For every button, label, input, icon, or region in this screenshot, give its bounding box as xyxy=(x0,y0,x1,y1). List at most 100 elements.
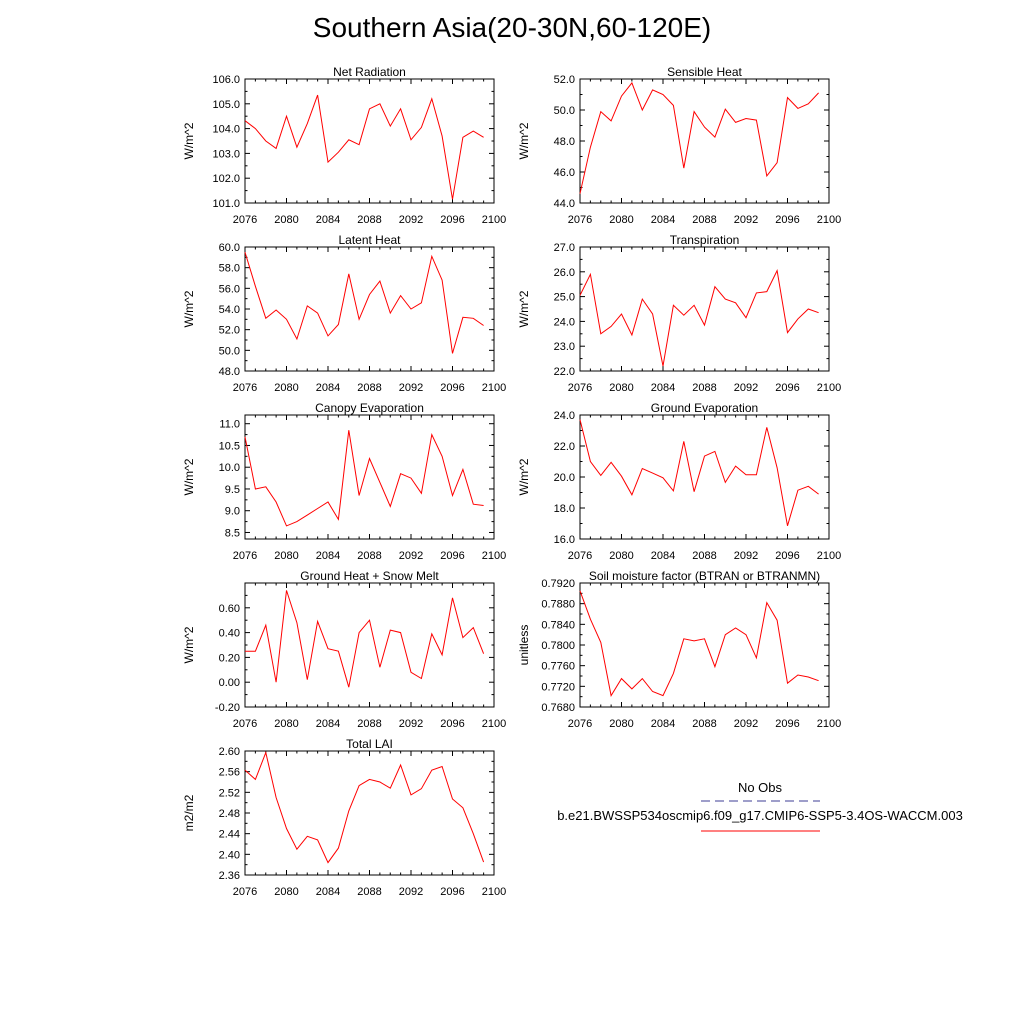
panel-9: 2076 2080 2084 2088 2092 2096 2100 2.36 2.40 2.44… xyxy=(182,737,506,898)
panel-title: Soil moisture factor (BTRAN or BTRANMN) xyxy=(589,569,820,583)
y-tick-label: 18.0 xyxy=(554,503,575,515)
y-tick-label: 22.0 xyxy=(554,366,575,378)
plot-frame xyxy=(579,246,830,372)
x-tick-label: 2084 xyxy=(316,550,340,562)
series-line xyxy=(579,81,819,194)
x-tick-label: 2076 xyxy=(568,382,592,394)
y-tick-label: 2.44 xyxy=(219,829,240,841)
panel-title: Transpiration xyxy=(670,233,740,247)
x-tick-label: 2088 xyxy=(692,214,716,226)
x-tick-label: 2080 xyxy=(609,382,633,394)
y-tick-label: 102.0 xyxy=(212,173,240,185)
y-tick-label: 10.5 xyxy=(219,440,240,452)
x-tick-label: 2096 xyxy=(440,718,464,730)
panel-title: Sensible Heat xyxy=(667,65,742,79)
y-tick-label: 0.7720 xyxy=(541,681,575,693)
x-tick-label: 2096 xyxy=(775,382,799,394)
x-tick-label: 2080 xyxy=(274,382,298,394)
y-tick-label: 50.0 xyxy=(219,345,240,357)
x-tick-label: 2076 xyxy=(233,550,257,562)
x-tick-label: 2076 xyxy=(568,550,592,562)
y-tick-label: 52.0 xyxy=(554,74,575,86)
y-tick-label: 103.0 xyxy=(212,148,240,160)
y-tick-label: 26.0 xyxy=(554,267,575,279)
x-tick-label: 2088 xyxy=(357,550,381,562)
series-line xyxy=(579,268,819,367)
panel-title: Ground Evaporation xyxy=(651,401,758,415)
y-axis-label: W/m^2 xyxy=(182,626,196,663)
plot-frame xyxy=(244,582,495,708)
x-tick-label: 2084 xyxy=(651,718,675,730)
x-tick-label: 2088 xyxy=(692,718,716,730)
panel-2: 2076 2080 2084 2088 2092 2096 2100 44.0 46.0 48.0… xyxy=(517,65,841,226)
x-tick-label: 2100 xyxy=(817,718,841,730)
y-tick-label: 24.0 xyxy=(554,410,575,422)
y-tick-label: 2.48 xyxy=(219,808,240,820)
x-tick-label: 2092 xyxy=(734,718,758,730)
x-tick-label: 2096 xyxy=(440,382,464,394)
series-line xyxy=(245,590,485,688)
y-tick-label: 48.0 xyxy=(554,136,575,148)
y-tick-label: 27.0 xyxy=(554,242,575,254)
y-tick-label: 2.36 xyxy=(219,870,240,882)
panel-1: 2076 2080 2084 2088 2092 2096 2100 101.0 102.0 10… xyxy=(182,65,506,226)
x-tick-label: 2084 xyxy=(316,718,340,730)
x-tick-label: 2080 xyxy=(274,718,298,730)
y-tick-label: 0.20 xyxy=(219,652,240,664)
y-axis-label: W/m^2 xyxy=(517,122,531,159)
y-tick-label: 25.0 xyxy=(554,292,575,304)
panel-3: 2076 2080 2084 2088 2092 2096 2100 48.0 50.0 52.0… xyxy=(182,233,506,394)
figure-title: Southern Asia(20-30N,60-120E) xyxy=(312,12,712,43)
x-tick-label: 2100 xyxy=(482,886,506,898)
x-tick-label: 2092 xyxy=(399,886,423,898)
y-tick-label: 0.7840 xyxy=(541,619,575,631)
x-tick-label: 2092 xyxy=(734,214,758,226)
y-tick-label: 46.0 xyxy=(554,167,575,179)
y-axis-label: m2/m2 xyxy=(182,794,196,831)
x-tick-label: 2100 xyxy=(482,214,506,226)
y-tick-label: 0.00 xyxy=(219,677,240,689)
y-tick-label: 2.60 xyxy=(219,746,240,758)
y-tick-label: 2.52 xyxy=(219,787,240,799)
plot-frame xyxy=(579,78,830,204)
plot-frame xyxy=(244,246,495,372)
plot-frame xyxy=(579,582,830,708)
x-tick-label: 2096 xyxy=(440,886,464,898)
y-tick-label: 104.0 xyxy=(212,124,240,136)
panel-8: 2076 2080 2084 2088 2092 2096 2100 0.7680 0.7720… xyxy=(517,569,841,730)
y-tick-label: 54.0 xyxy=(219,304,240,316)
x-tick-label: 2100 xyxy=(817,214,841,226)
x-tick-label: 2084 xyxy=(651,550,675,562)
x-tick-label: 2076 xyxy=(233,382,257,394)
x-tick-label: 2084 xyxy=(316,886,340,898)
x-tick-label: 2088 xyxy=(692,550,716,562)
x-tick-label: 2076 xyxy=(233,214,257,226)
x-tick-label: 2096 xyxy=(440,550,464,562)
panel-7: 2076 2080 2084 2088 2092 2096 2100 -0.20 0.00 0.2… xyxy=(182,569,506,730)
y-tick-label: 20.0 xyxy=(554,472,575,484)
y-tick-label: 101.0 xyxy=(212,198,240,210)
y-axis-label: W/m^2 xyxy=(517,290,531,327)
x-tick-label: 2080 xyxy=(609,718,633,730)
x-tick-label: 2084 xyxy=(316,214,340,226)
series-line xyxy=(244,750,485,864)
series-line xyxy=(244,430,484,527)
y-tick-label: 11.0 xyxy=(219,419,240,431)
x-tick-label: 2080 xyxy=(274,214,298,226)
plot-frame xyxy=(244,414,495,540)
x-tick-label: 2080 xyxy=(609,550,633,562)
x-tick-label: 2076 xyxy=(233,886,257,898)
y-tick-label: 0.7880 xyxy=(541,599,575,611)
x-tick-label: 2100 xyxy=(482,718,506,730)
y-tick-label: -0.20 xyxy=(215,702,240,714)
y-tick-label: 0.7760 xyxy=(541,661,575,673)
panel-4: 2076 2080 2084 2088 2092 2096 2100 22.0 23.0 24.0… xyxy=(517,233,841,394)
y-axis-label: W/m^2 xyxy=(182,458,196,495)
x-tick-label: 2080 xyxy=(274,550,298,562)
x-tick-label: 2076 xyxy=(568,214,592,226)
x-tick-label: 2084 xyxy=(651,214,675,226)
y-axis-label: W/m^2 xyxy=(182,290,196,327)
x-tick-label: 2096 xyxy=(440,214,464,226)
y-tick-label: 48.0 xyxy=(219,366,240,378)
